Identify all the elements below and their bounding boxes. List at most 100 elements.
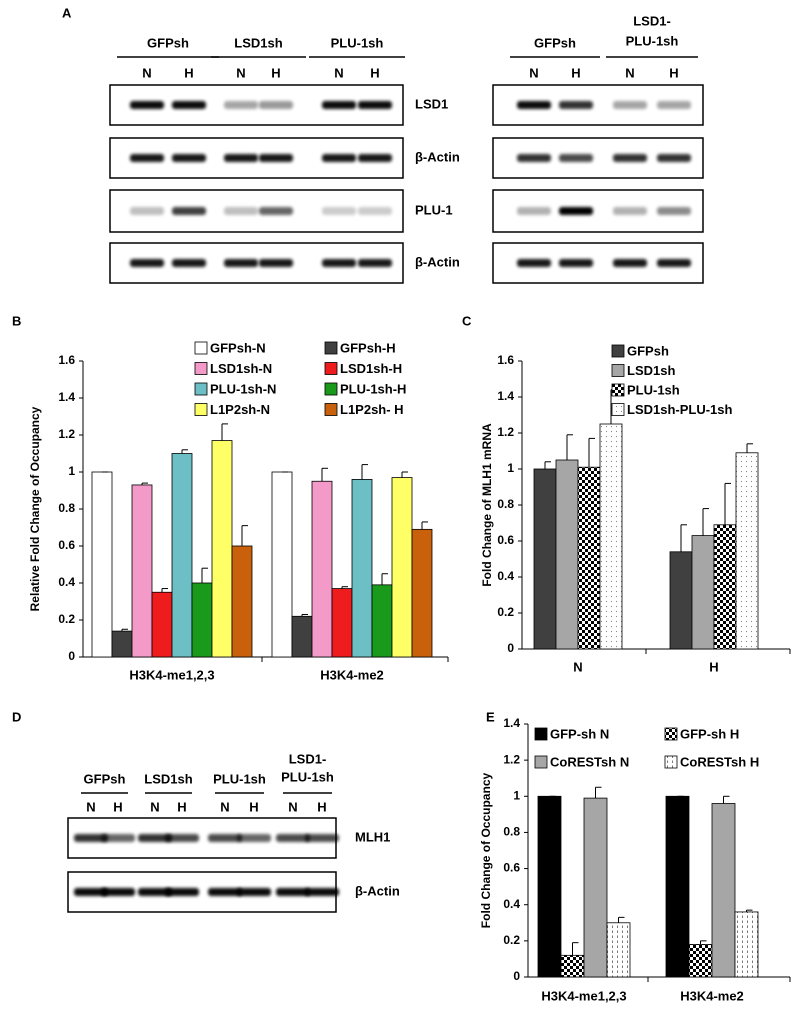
error-bar	[595, 786, 602, 799]
blot-band	[172, 259, 206, 267]
lane-group-label: GFPsh	[84, 771, 126, 786]
y-axis-label: Fold Change of MLH1 mRNA	[480, 423, 494, 587]
blot-band	[358, 154, 392, 162]
blot-band	[559, 207, 593, 215]
panel-label: D	[12, 709, 21, 724]
blot-band	[657, 259, 691, 267]
bar	[735, 452, 759, 650]
blot-band	[613, 154, 647, 162]
lane-label: H	[370, 65, 379, 80]
y-tick-label: 1.4	[503, 716, 520, 730]
row-label: β-Actin	[415, 254, 460, 269]
bar	[371, 584, 393, 658]
lane-label: N	[142, 65, 151, 80]
error-bar	[221, 423, 228, 441]
error-bar	[381, 573, 388, 585]
blot-band	[517, 101, 551, 109]
blot-band	[657, 154, 691, 162]
legend-swatch	[194, 362, 208, 375]
y-tick-label: 0.8	[58, 501, 75, 515]
bar	[91, 471, 113, 658]
legend-label: LSD1sh-PLU-1sh	[627, 402, 733, 417]
blot-band	[322, 207, 356, 215]
y-tick-label: 0.4	[497, 569, 514, 583]
bar	[583, 797, 608, 978]
error-bar	[746, 443, 753, 453]
y-tick-label: 1.2	[497, 425, 514, 439]
blot-band	[305, 888, 339, 896]
bar	[151, 591, 173, 658]
y-tick-label: 0.2	[503, 933, 520, 947]
blot-band	[172, 207, 206, 215]
x-tick-label: H3K4-me2	[320, 667, 384, 682]
blot-band	[165, 888, 199, 896]
legend-swatch	[194, 403, 208, 416]
legend-label: GFP-sh H	[680, 726, 739, 741]
y-tick-label: 0.8	[503, 825, 520, 839]
lane-label: N	[288, 799, 297, 814]
bar	[691, 535, 715, 650]
row-label: β-Actin	[355, 883, 400, 898]
legend-label: GFPsh	[627, 343, 669, 358]
error-bar	[588, 437, 595, 468]
x-tick-label: H3K4-me2	[680, 988, 744, 1003]
lane-label: H	[271, 65, 280, 80]
y-tick-label: 1	[507, 461, 514, 475]
y-tick-label: 0.4	[503, 897, 520, 911]
blot-band	[208, 834, 242, 842]
bar	[271, 471, 293, 658]
error-bar	[241, 525, 248, 546]
error-bar	[702, 508, 709, 536]
bar	[713, 524, 737, 650]
error-bar	[141, 482, 148, 485]
error-bar	[680, 524, 687, 552]
legend-label: CoRESTsh N	[550, 754, 629, 769]
bar	[171, 453, 193, 658]
blot-band	[208, 888, 242, 896]
blot-band	[322, 154, 356, 162]
blot-band	[172, 101, 206, 109]
blot-band	[657, 101, 691, 109]
bar	[606, 922, 631, 978]
blot-band	[276, 834, 310, 842]
blot-band	[613, 259, 647, 267]
lane-group-label: PLU-1sh	[281, 769, 334, 784]
row-label: LSD1	[415, 96, 448, 111]
error-bar	[746, 909, 753, 912]
lane-group-label: PLU-1sh	[626, 33, 679, 48]
blot-band	[322, 101, 356, 109]
error-bar	[201, 567, 208, 583]
y-tick-label: 0.8	[497, 497, 514, 511]
y-tick-label: 0.6	[497, 533, 514, 547]
error-bar	[361, 464, 368, 480]
bar	[131, 484, 153, 658]
blot-band	[259, 259, 293, 267]
legend-swatch	[324, 362, 338, 375]
blot-band	[224, 154, 258, 162]
bar	[411, 528, 433, 658]
blot-band	[138, 834, 172, 842]
blot-band	[130, 259, 164, 267]
bar	[231, 545, 253, 658]
legend-swatch	[534, 755, 548, 769]
bar	[734, 911, 759, 978]
bar	[331, 588, 353, 658]
blot-band	[358, 101, 392, 109]
blot-band	[276, 888, 310, 896]
blot-band	[657, 207, 691, 215]
legend-swatch	[611, 383, 625, 397]
y-tick-label: 1.6	[497, 353, 514, 367]
legend-swatch	[611, 364, 625, 377]
x-tick-label: N	[573, 659, 582, 674]
lane-label: H	[184, 65, 193, 80]
error-bar	[181, 449, 188, 454]
lane-label: H	[113, 799, 122, 814]
error-bar	[572, 942, 579, 956]
y-tick-label: 1.2	[58, 427, 75, 441]
row-label: β-Actin	[415, 149, 460, 164]
bar	[537, 795, 562, 978]
lane-label: N	[150, 799, 159, 814]
lane-label: H	[571, 65, 580, 80]
blot-band	[130, 207, 164, 215]
